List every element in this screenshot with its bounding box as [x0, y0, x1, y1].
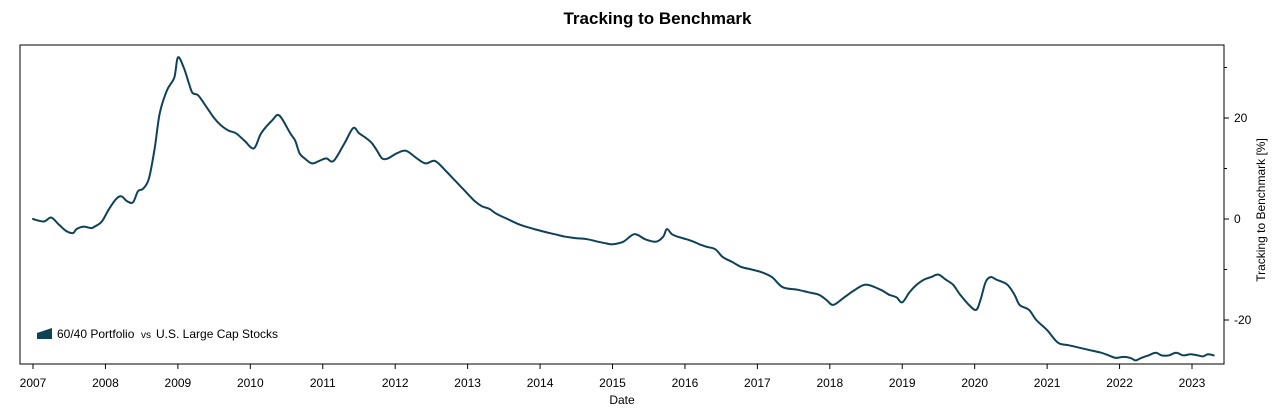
y-tick-label: 0: [1234, 212, 1241, 226]
legend-vs-label: vs: [141, 330, 151, 341]
x-tick-label: 2019: [889, 376, 916, 390]
x-tick-label: 2016: [672, 376, 699, 390]
legend-swatch-icon: [37, 328, 52, 339]
x-tick-label: 2020: [961, 376, 988, 390]
legend-benchmark-label: U.S. Large Cap Stocks: [156, 327, 278, 341]
x-axis: 2007 2008 2009 2010 2011 2012 2013 2014 2015 2016…: [20, 364, 1206, 390]
y-axis: 20 0 -20: [1224, 67, 1252, 327]
x-tick-label: 2018: [816, 376, 843, 390]
x-tick-label: 2013: [454, 376, 481, 390]
x-tick-label: 2007: [20, 376, 47, 390]
series-line-60-40-portfolio: [32, 56, 1215, 362]
x-tick-label: 2009: [165, 376, 192, 390]
x-tick-label: 2014: [527, 376, 554, 390]
x-tick-label: 2011: [310, 376, 336, 390]
y-tick-label: -20: [1234, 313, 1252, 327]
chart-title: Tracking to Benchmark: [563, 9, 752, 28]
y-tick-label: 20: [1234, 111, 1248, 125]
y-axis-title: Tracking to Benchmark [%]: [1254, 138, 1268, 282]
x-tick-label: 2023: [1179, 376, 1206, 390]
x-tick-label: 2021: [1034, 376, 1061, 390]
x-tick-label: 2012: [382, 376, 409, 390]
x-tick-label: 2022: [1106, 376, 1133, 390]
x-tick-label: 2008: [92, 376, 119, 390]
plot-area-frame: [19, 44, 1225, 365]
legend-series-label: 60/40 Portfolio: [57, 327, 135, 341]
legend: 60/40 Portfolio vs U.S. Large Cap Stocks: [37, 327, 278, 341]
x-tick-label: 2017: [744, 376, 771, 390]
x-axis-title: Date: [609, 393, 635, 407]
x-tick-label: 2010: [237, 376, 264, 390]
x-tick-label: 2015: [599, 376, 626, 390]
